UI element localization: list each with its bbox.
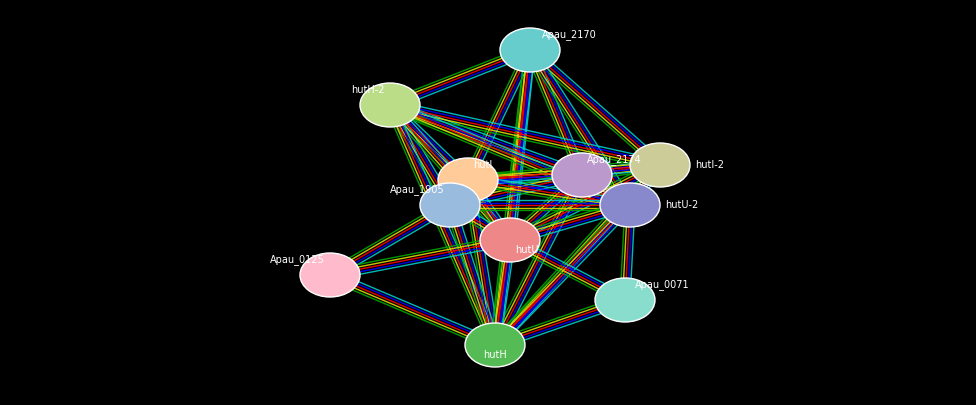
Ellipse shape [300, 253, 360, 297]
Ellipse shape [438, 158, 498, 202]
Text: hutU-2: hutU-2 [665, 200, 698, 210]
Ellipse shape [360, 83, 420, 127]
Ellipse shape [552, 153, 612, 197]
Ellipse shape [465, 323, 525, 367]
Text: Apau_0125: Apau_0125 [270, 254, 325, 265]
Ellipse shape [480, 218, 540, 262]
Text: Apau_1905: Apau_1905 [390, 184, 445, 195]
Text: hutU: hutU [515, 245, 539, 255]
Ellipse shape [600, 183, 660, 227]
Text: Apau_2174: Apau_2174 [587, 154, 642, 165]
Text: Apau_0071: Apau_0071 [635, 279, 690, 290]
Text: Apau_2170: Apau_2170 [542, 29, 596, 40]
Text: hutH-2: hutH-2 [351, 85, 385, 95]
Ellipse shape [420, 183, 480, 227]
Text: hutI-2: hutI-2 [695, 160, 724, 170]
Text: hutI: hutI [473, 160, 492, 170]
Ellipse shape [630, 143, 690, 187]
Ellipse shape [595, 278, 655, 322]
Ellipse shape [500, 28, 560, 72]
Text: hutH: hutH [483, 350, 507, 360]
